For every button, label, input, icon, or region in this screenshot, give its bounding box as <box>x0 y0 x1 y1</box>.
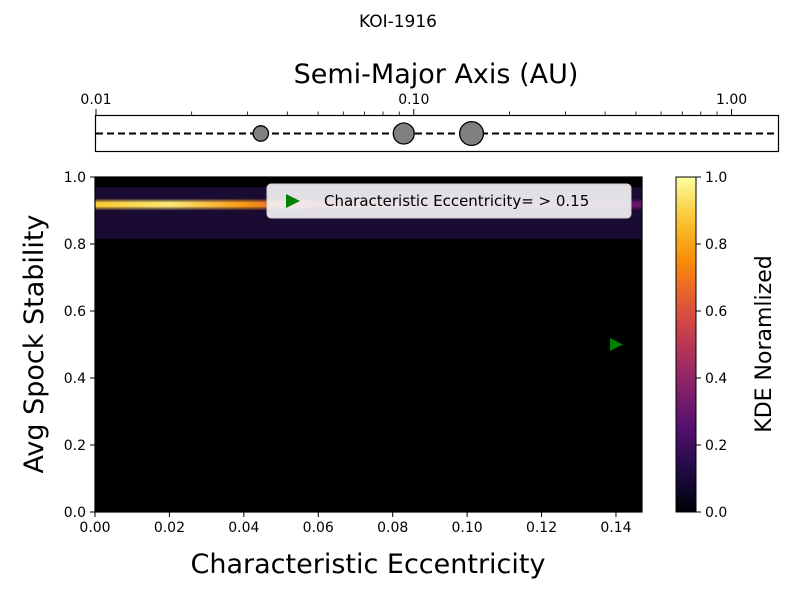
y-axis-ticks: 0.0 0.2 0.4 0.6 0.8 1.0 <box>64 170 95 521</box>
semimajor-axis-tick-label: 1.00 <box>716 92 747 108</box>
x-axis-tick-label: 0.06 <box>303 520 334 536</box>
semimajor-axis-panel: Semi-Major Axis (AU) 0.01 0.10 1.00 <box>80 59 780 153</box>
data-markers <box>609 338 623 351</box>
colorbar-tick-label: 0.4 <box>705 371 727 387</box>
legend-marker-triangle-icon <box>286 194 300 208</box>
x-axis-tick-label: 0.12 <box>526 520 557 536</box>
planet-marker <box>252 125 270 142</box>
y-axis-tick-label: 0.4 <box>64 371 86 387</box>
semimajor-axis-ticks: 0.01 0.10 1.00 <box>80 92 747 115</box>
y-axis-label: Avg Spock Stability <box>19 215 50 474</box>
x-axis-tick-label: 0.10 <box>452 520 483 536</box>
x-axis-tick-label: 0.04 <box>228 520 259 536</box>
y-axis-tick-label: 0.8 <box>64 237 86 253</box>
colorbar-tick-label: 0.6 <box>705 304 727 320</box>
planet-marker <box>459 120 485 147</box>
x-axis-tick-label: 0.14 <box>600 520 631 536</box>
colorbar-gradient <box>675 176 697 513</box>
x-axis-ticks: 0.00 0.02 0.04 0.06 0.08 0.10 0.12 0.14 <box>79 512 632 536</box>
colorbar-label: KDE Noramlized <box>752 255 777 432</box>
semimajor-axis-tick-label: 0.10 <box>398 92 429 108</box>
x-axis-tick-label: 0.00 <box>79 520 110 536</box>
figure-suptitle: KOI-1916 <box>359 12 437 32</box>
colorbar-tick-label: 0.0 <box>705 505 727 521</box>
legend-box <box>266 183 632 219</box>
legend-entry-label: Characteristic Eccentricity= > 0.15 <box>324 192 589 210</box>
colorbar-tick-label: 0.2 <box>705 438 727 454</box>
stability-kde-panel: 0.00 0.02 0.04 0.06 0.08 0.10 0.12 0.14 0.00.20… <box>19 170 643 580</box>
kde-frame <box>94 176 643 513</box>
legend: Characteristic Eccentricity= > 0.15 <box>266 183 632 219</box>
x-axis-tick-label: 0.02 <box>154 520 185 536</box>
colorbar-ticks: 0.0 0.2 0.4 0.6 0.8 1.0 <box>696 170 727 521</box>
y-axis-tick-label: 0.6 <box>64 304 86 320</box>
colorbar-tick-label: 0.8 <box>705 237 727 253</box>
y-axis-tick-label: 0.2 <box>64 438 86 454</box>
semimajor-axis-tick-label: 0.01 <box>80 92 111 108</box>
planet-markers <box>252 120 485 147</box>
data-marker-triangle <box>609 338 623 351</box>
colorbar-tick-label: 1.0 <box>705 170 727 186</box>
y-axis-tick-label: 1.0 <box>64 170 86 186</box>
colorbar: 0.0 0.2 0.4 0.6 0.8 1.0 KDE Noramlized <box>675 170 777 521</box>
semimajor-axis-title: Semi-Major Axis (AU) <box>294 59 579 90</box>
y-axis-tick-label: 0.0 <box>64 505 86 521</box>
x-axis-tick-label: 0.08 <box>377 520 408 536</box>
x-axis-label: Characteristic Eccentricity <box>191 549 546 580</box>
planet-marker <box>392 122 415 145</box>
